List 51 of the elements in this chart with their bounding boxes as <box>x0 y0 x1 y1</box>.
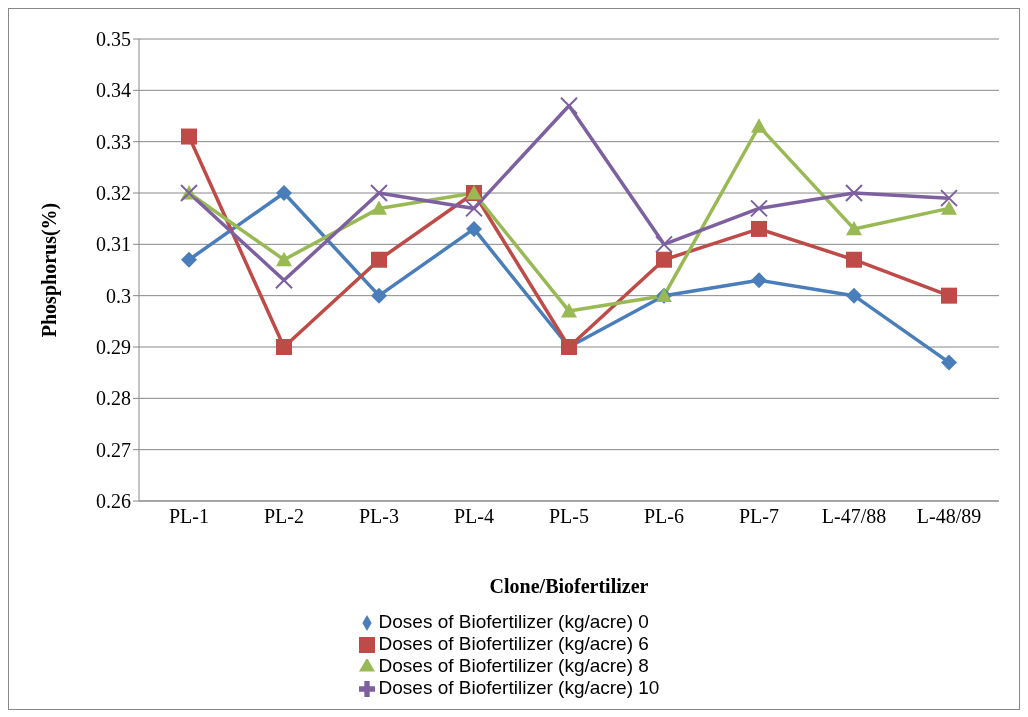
point <box>941 200 957 215</box>
x-tick-label: L-47/88 <box>821 505 887 528</box>
point <box>656 251 672 268</box>
y-tick-label: 0.27 <box>96 438 131 461</box>
y-tick-label: 0.35 <box>96 28 131 51</box>
point <box>750 199 768 218</box>
point <box>846 220 862 236</box>
point <box>845 184 863 202</box>
x-axis-title: Clone/Biofertilizer <box>489 575 649 597</box>
point <box>465 199 483 218</box>
y-tick-label: 0.29 <box>96 336 131 359</box>
x-tick-label: PL-5 <box>549 505 589 528</box>
point <box>561 303 577 318</box>
y-tick-label: 0.26 <box>96 490 131 513</box>
point <box>846 251 862 268</box>
point <box>371 200 387 215</box>
y-tick-label: 0.3 <box>106 284 131 307</box>
point <box>751 118 767 133</box>
x-tick-label: PL-1 <box>169 505 209 528</box>
x-tick-label: PL-7 <box>739 505 779 528</box>
point <box>181 128 197 145</box>
point <box>751 272 767 289</box>
y-tick-label: 0.34 <box>96 79 131 102</box>
point <box>940 189 958 208</box>
point <box>276 185 292 201</box>
x-tick-label: L-48/89 <box>916 505 982 528</box>
point <box>371 287 387 304</box>
point <box>276 251 292 267</box>
point <box>751 220 767 237</box>
legend-label: Doses of Biofertilizer (kg/acre) 8 <box>378 655 649 676</box>
x-tick-label: PL-6 <box>644 505 684 528</box>
point <box>655 235 673 254</box>
y-tick-label: 0.31 <box>96 233 131 256</box>
y-tick-label: 0.32 <box>96 182 131 205</box>
y-tick-label: 0.28 <box>96 387 131 410</box>
legend-label: Doses of Biofertilizer (kg/acre) 6 <box>378 633 649 654</box>
y-tick-label: 0.33 <box>96 130 131 153</box>
y-axis-title: Phosphorus(%) <box>38 202 62 338</box>
point <box>941 287 957 304</box>
point <box>941 354 957 371</box>
point <box>181 251 197 268</box>
legend-label: Doses of Biofertilizer (kg/acre) 0 <box>378 611 649 632</box>
point <box>846 287 862 304</box>
x-tick-label: PL-3 <box>359 505 399 528</box>
x-tick-label: PL-2 <box>264 505 304 528</box>
x-tick-label: PL-4 <box>454 505 494 528</box>
point <box>371 251 387 268</box>
point <box>370 184 388 202</box>
legend-label: Doses of Biofertilizer (kg/acre) 10 <box>378 677 660 698</box>
point <box>276 339 292 355</box>
point <box>466 220 482 237</box>
